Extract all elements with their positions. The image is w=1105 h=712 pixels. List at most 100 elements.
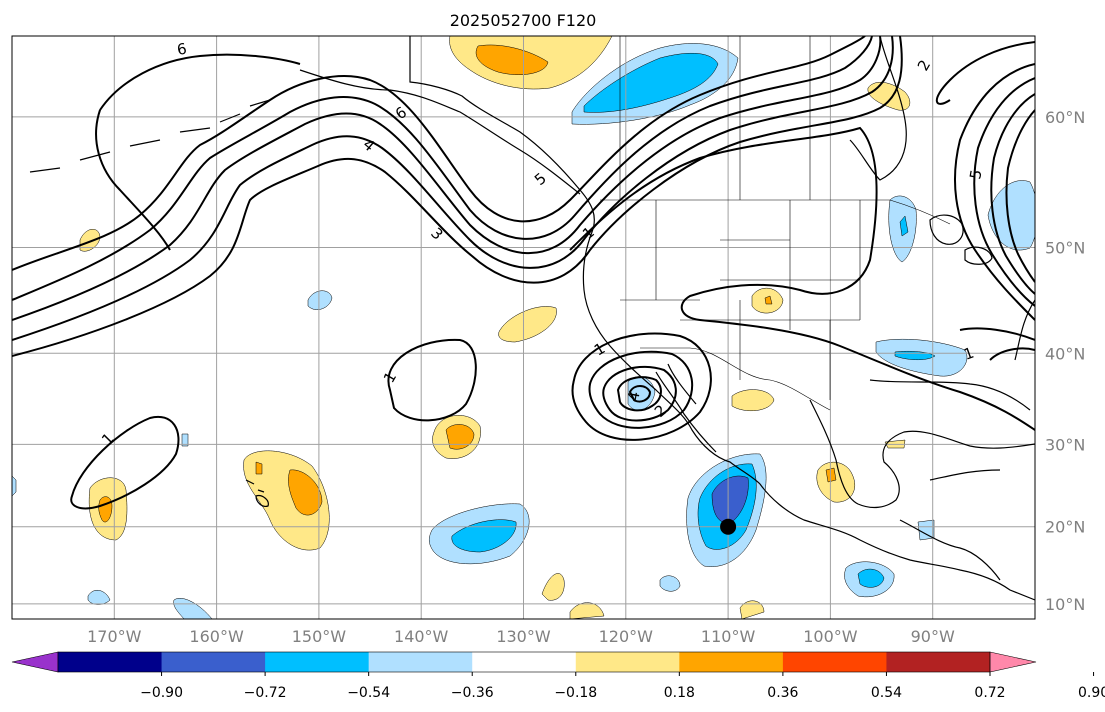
contour-line: [1005, 109, 1035, 283]
contour-line: [12, 36, 873, 301]
colorbar-tick-label: −0.90: [140, 685, 183, 701]
border-us-mexico: [640, 347, 831, 411]
contour-line: [602, 365, 677, 422]
coastline-gulf: [809, 379, 1035, 509]
colorbar-extend-high: [989, 651, 1037, 673]
colorbar-segment: [265, 652, 370, 672]
shaded-patch: [659, 575, 681, 592]
contour-label: 6: [176, 40, 189, 59]
contour-line: [571, 332, 712, 441]
contour-line: [12, 36, 894, 341]
border-us-canada: [600, 199, 951, 225]
shaded-patch: [867, 81, 911, 111]
shaded-patch: [288, 469, 323, 516]
colorbar-tick-label: 0.18: [664, 685, 695, 701]
contour-line: [990, 93, 1035, 295]
shaded-patch: [475, 44, 549, 75]
shaded-patch: [181, 433, 189, 447]
colorbar-segment: [161, 652, 266, 672]
contour-line: [954, 63, 1035, 321]
shaded-patch: [731, 389, 775, 412]
shaded-patch: [899, 215, 909, 237]
coastline-hudson: [849, 36, 907, 181]
shaded-patch: [541, 573, 565, 601]
colorbar-segment: [886, 652, 991, 672]
contour-line: [628, 385, 652, 403]
lon-tick-label: 130°W: [496, 627, 551, 646]
colorbar-segment: [472, 652, 577, 672]
colorbar-tick-label: 0.90: [1078, 685, 1105, 701]
contour-line: [70, 415, 180, 510]
coastline-alaska: [299, 69, 581, 195]
shaded-patch: [764, 295, 773, 305]
lon-tick-label: 150°W: [292, 627, 347, 646]
coastline-central-america: [899, 469, 1001, 581]
colorbar-tick-label: 0.36: [767, 685, 798, 701]
colorbar-tick-label: −0.72: [244, 685, 287, 701]
contour-line: [973, 77, 1035, 307]
colorbar-segment: [575, 652, 680, 672]
coastline-north-america: [409, 36, 1035, 601]
coastline-hawaii: [245, 479, 269, 507]
shaded-patch: [825, 467, 837, 483]
markers: [720, 518, 737, 535]
colorbar-tick-label: −0.54: [347, 685, 390, 701]
storm-center-marker: [720, 518, 737, 535]
contour-label: 4: [624, 390, 643, 403]
lon-tick-label: 90°W: [911, 627, 955, 646]
shaded-patch: [12, 475, 17, 497]
shaded-patch: [255, 461, 263, 475]
contour-line: [12, 36, 882, 321]
coastline-baja: [655, 363, 717, 453]
lon-tick-label: 100°W: [803, 627, 858, 646]
shaded-anomalies: [12, 36, 1035, 619]
contour-line: [95, 53, 1035, 431]
graticule: [12, 36, 1035, 619]
colorbar-tick-label: 0.72: [974, 685, 1005, 701]
contour-line: [959, 327, 1035, 361]
lon-tick-label: 120°W: [599, 627, 654, 646]
contour-label: 5: [966, 168, 985, 181]
coastline-aleutians: [29, 99, 271, 173]
shaded-patch: [307, 290, 333, 310]
colorbar-extend-low: [11, 651, 59, 673]
coastline-great-lakes: [929, 214, 993, 265]
shaded-patch: [857, 568, 885, 588]
lat-tick-label: 50°N: [1045, 239, 1085, 258]
colorbar-segment: [58, 652, 163, 672]
colorbar-tick-label: −0.18: [554, 685, 597, 701]
latitude-labels: 10°N 20°N 30°N 40°N 50°N 60°N: [1045, 108, 1085, 614]
contour-line: [935, 41, 1035, 105]
longitude-labels: 170°W 160°W 150°W 140°W 130°W 120°W 110°W 100°W…: [87, 627, 955, 646]
contour-line: [588, 350, 693, 429]
political-borders: [409, 36, 951, 411]
coastlines: [29, 36, 1035, 601]
lat-tick-label: 10°N: [1045, 595, 1085, 614]
contour-line: [616, 376, 662, 412]
shaded-patch: [498, 306, 557, 343]
contour-line: [12, 36, 866, 271]
colorbar-segment: [368, 652, 473, 672]
coastline-east: [1014, 299, 1035, 361]
shaded-patch: [583, 53, 719, 113]
colorbar-frame: [57, 651, 991, 673]
shaded-patch: [445, 424, 475, 450]
height-contours: [12, 36, 1035, 510]
chart-title: 2025052700 F120: [450, 11, 597, 30]
lat-tick-label: 60°N: [1045, 108, 1085, 127]
shaded-patch: [451, 519, 517, 553]
contour-line: [12, 36, 903, 357]
colorbar-segment: [679, 652, 784, 672]
lon-tick-label: 160°W: [189, 627, 244, 646]
colorbar-segment: [782, 652, 887, 672]
lat-tick-label: 30°N: [1045, 435, 1085, 454]
state-lines: [620, 200, 861, 400]
lon-tick-label: 110°W: [701, 627, 756, 646]
lat-tick-label: 20°N: [1045, 518, 1085, 537]
colorbar-tick-label: 0.54: [871, 685, 902, 701]
shaded-patch: [87, 589, 111, 605]
colorbar: −0.90 −0.72 −0.54 −0.36 −0.18 0.18 0.36 0.54 0.7…: [11, 651, 1105, 701]
colorbar-tick-label: −0.36: [451, 685, 494, 701]
lon-tick-label: 170°W: [87, 627, 142, 646]
